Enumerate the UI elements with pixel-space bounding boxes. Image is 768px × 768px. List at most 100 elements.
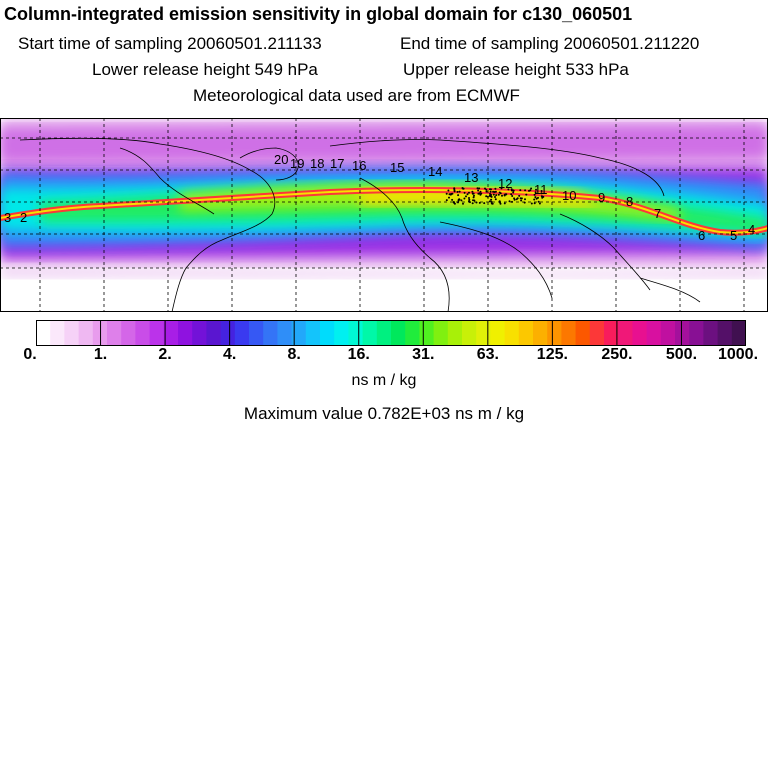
trajectory-label: 11 <box>534 182 548 197</box>
sampling-point <box>468 200 470 203</box>
sampling-point <box>478 192 481 195</box>
trajectory-label: 3 <box>4 210 11 225</box>
sampling-point <box>537 200 540 203</box>
colorbar-cell <box>206 320 222 346</box>
sampling-point <box>495 194 498 197</box>
sampling-point <box>516 197 519 200</box>
colorbar-tick-label: 1. <box>93 346 108 363</box>
colorbar-cell <box>249 320 264 346</box>
sampling-point <box>483 202 486 205</box>
colorbar-cell <box>220 320 236 346</box>
trajectory-label: 19 <box>290 156 304 171</box>
trajectory-label: 15 <box>390 160 404 175</box>
colorbar-cell <box>419 320 435 346</box>
colorbar-cell <box>320 320 335 346</box>
colorbar-cell <box>703 320 719 346</box>
colorbar-cell <box>589 320 605 346</box>
sampling-point <box>489 193 491 195</box>
sampling-point <box>468 191 470 194</box>
sampling-point <box>462 202 464 205</box>
sampling-point <box>484 187 486 190</box>
sampling-point <box>533 202 536 205</box>
sampling-point <box>512 191 515 194</box>
colorbar-tick-label: 63. <box>476 346 499 363</box>
sampling-point <box>472 196 475 199</box>
colorbar-cell <box>178 320 193 346</box>
sampling-point <box>497 193 500 196</box>
colorbar-cell <box>490 320 506 346</box>
colorbar-tick-label: 16. <box>347 346 370 363</box>
sampling-point <box>486 195 489 198</box>
trajectory-label: 18 <box>310 156 324 171</box>
sampling-start: Start time of sampling 20060501.211133 <box>18 34 322 53</box>
sampling-point <box>485 195 488 198</box>
colorbar-cell <box>675 320 690 346</box>
colorbar-cell <box>391 320 406 346</box>
sampling-point <box>498 191 501 194</box>
sampling-point <box>457 201 459 204</box>
sampling-point <box>463 197 466 200</box>
sampling-point <box>533 193 536 196</box>
colorbar-tick-label: 125. <box>536 346 568 363</box>
release-lower: Lower release height 549 hPa <box>92 60 318 79</box>
maximum-value: Maximum value 0.782E+03 ns m / kg <box>243 404 525 423</box>
sampling-point <box>510 189 513 192</box>
sampling-point <box>478 187 481 190</box>
sampling-point <box>475 201 478 204</box>
sampling-point <box>466 193 469 196</box>
colorbar-cell <box>107 320 122 346</box>
sampling-point <box>458 190 461 193</box>
sampling-point <box>510 193 513 196</box>
sampling-point <box>537 196 539 199</box>
colorbar-cell <box>362 320 378 346</box>
sampling-point <box>453 202 456 205</box>
sampling-point <box>456 190 459 193</box>
sampling-point <box>457 194 460 197</box>
trajectory-label: 5 <box>730 228 737 243</box>
colorbar-cell <box>462 320 477 346</box>
sampling-point <box>468 198 471 201</box>
sampling-point <box>479 190 482 193</box>
colorbar-cell <box>149 320 165 346</box>
sampling-point <box>540 192 543 195</box>
colorbar-cell <box>36 320 51 346</box>
colorbar-cell <box>192 320 207 346</box>
trajectory-label: 17 <box>330 156 344 171</box>
sampling-point <box>513 198 516 201</box>
colorbar-cell <box>618 320 633 346</box>
sampling-point <box>471 202 474 205</box>
sampling-point <box>508 200 511 203</box>
colorbar-tick-label: 250. <box>601 346 633 363</box>
sampling-point <box>448 193 451 196</box>
sampling-point <box>530 202 533 205</box>
sampling-point <box>472 192 475 195</box>
sampling-point <box>458 198 461 201</box>
trajectory-label: 6 <box>698 228 705 243</box>
sampling-point <box>452 201 455 204</box>
sampling-point <box>490 195 493 198</box>
colorbar-tick-label: 0. <box>23 346 37 363</box>
colorbar-units: ns m / kg <box>351 372 417 389</box>
colorbar-cell <box>504 320 520 346</box>
colorbar <box>36 320 746 346</box>
meteo-source: Meteorological data used are from ECMWF <box>193 86 520 105</box>
colorbar-cell <box>447 320 463 346</box>
sampling-point <box>541 196 544 199</box>
trajectory-label: 10 <box>562 188 576 203</box>
trajectory-label: 13 <box>464 170 478 185</box>
sampling-point <box>473 194 475 197</box>
sampling-point <box>468 197 470 199</box>
colorbar-cell <box>64 320 80 346</box>
sampling-point <box>535 188 537 191</box>
sampling-point <box>519 189 522 192</box>
trajectory-label: 8 <box>626 194 633 209</box>
release-upper: Upper release height 533 hPa <box>403 60 629 79</box>
sampling-point <box>520 199 523 202</box>
colorbar-cell <box>731 320 746 346</box>
sensitivity-map: 20 19 18 17 16 15 14 13 12 11 10 9 8 7 6… <box>0 118 768 312</box>
sampling-point <box>489 190 492 193</box>
colorbar-cell <box>405 320 420 346</box>
sampling-point <box>472 199 474 202</box>
sampling-point <box>493 191 496 193</box>
colorbar-cell <box>376 320 392 346</box>
